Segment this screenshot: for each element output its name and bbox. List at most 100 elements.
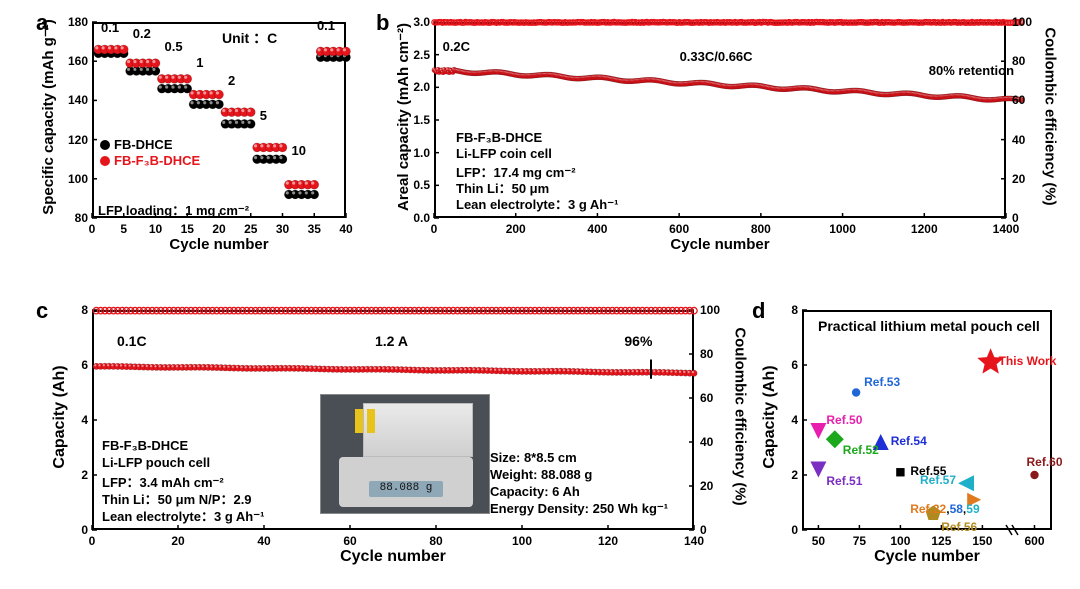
ref-label: Ref.53 bbox=[864, 375, 900, 389]
legend-text: FB-DHCE bbox=[114, 137, 173, 152]
tick: 2.5 bbox=[400, 48, 430, 62]
tick: 20 bbox=[171, 534, 184, 548]
tick: 25 bbox=[244, 222, 257, 236]
tick: 1200 bbox=[911, 222, 938, 236]
tick: 0.0 bbox=[400, 211, 430, 225]
chart-c-ylabel: Capacity (Ah) bbox=[51, 327, 69, 507]
ref-label: Ref.52 bbox=[843, 443, 879, 457]
annotation: 80% retention bbox=[929, 63, 1014, 78]
tick: 80 bbox=[429, 534, 442, 548]
inset-clip bbox=[367, 409, 375, 433]
info-line: Lean electrolyte：3 g Ah⁻¹ bbox=[102, 506, 264, 525]
tick: 100 bbox=[890, 534, 910, 548]
rate-label: 5 bbox=[260, 108, 267, 123]
chart-d-xlabel: Cycle number bbox=[802, 548, 1052, 566]
tick: 2.0 bbox=[400, 80, 430, 94]
annotation: 1.2 A bbox=[375, 333, 408, 349]
ref-label: Ref.54 bbox=[891, 434, 927, 448]
inset-scale-screen: 88.088 g bbox=[369, 481, 443, 497]
chart-c-ylabel-right: Coulombic efficiency (%) bbox=[732, 302, 749, 532]
tick: 6 bbox=[782, 358, 798, 372]
tick: 600 bbox=[669, 222, 689, 236]
tick: 0 bbox=[431, 222, 438, 236]
info-line: FB-F₃B-DHCE bbox=[102, 438, 188, 453]
tick: 4 bbox=[782, 413, 798, 427]
tick: 400 bbox=[587, 222, 607, 236]
tick: 10 bbox=[149, 222, 162, 236]
tick: 3.0 bbox=[400, 15, 430, 29]
unit-label: Unit ：C bbox=[222, 28, 277, 48]
info-line: Li-LFP coin cell bbox=[456, 146, 552, 161]
tick: 600 bbox=[1024, 534, 1044, 548]
tick: 200 bbox=[506, 222, 526, 236]
tick: 180 bbox=[60, 15, 88, 29]
tick: 140 bbox=[60, 93, 88, 107]
ref-composite: Ref.22,58,59 bbox=[910, 502, 979, 516]
tick: 100 bbox=[60, 172, 88, 186]
info-line: FB-F₃B-DHCE bbox=[456, 130, 542, 145]
tick: 5 bbox=[120, 222, 127, 236]
inset-clip bbox=[355, 409, 363, 433]
tick: 0 bbox=[68, 523, 88, 537]
chart-b-xlabel: Cycle number bbox=[434, 236, 1006, 253]
chart-b-ylabel-right: Coulombic efficiency (%) bbox=[1042, 2, 1059, 232]
tick: 800 bbox=[751, 222, 771, 236]
info-line: Energy Density: 250 Wh kg⁻¹ bbox=[490, 501, 668, 517]
annotation: 0.1C bbox=[117, 333, 147, 349]
tick: 6 bbox=[68, 358, 88, 372]
tick: 50 bbox=[812, 534, 825, 548]
tick: 75 bbox=[853, 534, 866, 548]
info-line: Size: 8*8.5 cm bbox=[490, 450, 577, 465]
tick: 1000 bbox=[829, 222, 856, 236]
rate-label: 0.1 bbox=[317, 18, 335, 33]
tick: 40 bbox=[700, 435, 713, 449]
tick: 0 bbox=[782, 523, 798, 537]
panel-d-title: Practical lithium metal pouch cell bbox=[818, 318, 1040, 334]
tick: 40 bbox=[1012, 133, 1025, 147]
ref-label: Ref.56 bbox=[941, 520, 977, 534]
tick: 2 bbox=[68, 468, 88, 482]
rate-label: 0.5 bbox=[165, 39, 183, 54]
panel-b-label: b bbox=[376, 10, 389, 36]
legend-text: FB-F₃B-DHCE bbox=[114, 153, 200, 168]
tick: 2 bbox=[782, 468, 798, 482]
panel-d-label: d bbox=[752, 298, 765, 324]
inset-photo: 88.088 g bbox=[320, 394, 490, 514]
inset-scale: 88.088 g bbox=[339, 457, 473, 507]
tick: 160 bbox=[60, 54, 88, 68]
inset-pouch bbox=[363, 403, 473, 457]
tick: 120 bbox=[598, 534, 618, 548]
tick: 30 bbox=[276, 222, 289, 236]
chart-d-ylabel: Capacity (Ah) bbox=[761, 337, 779, 497]
tick: 8 bbox=[68, 303, 88, 317]
tick: 0 bbox=[89, 534, 96, 548]
info-line: Li-LFP pouch cell bbox=[102, 455, 210, 470]
legend-dot bbox=[100, 156, 110, 166]
rate-label: 10 bbox=[292, 143, 306, 158]
tick: 60 bbox=[1012, 93, 1025, 107]
tick: 100 bbox=[700, 303, 720, 317]
tick: 0 bbox=[1012, 211, 1019, 225]
chart-a-ylabel: Specific capacity (mAh g⁻¹) bbox=[39, 17, 57, 217]
tick: 20 bbox=[212, 222, 225, 236]
tick: 150 bbox=[972, 534, 992, 548]
rate-label: 0.1 bbox=[101, 20, 119, 35]
tick: 20 bbox=[700, 479, 713, 493]
ref-label: Ref.50 bbox=[826, 413, 862, 427]
tick: 8 bbox=[782, 303, 798, 317]
tick: 15 bbox=[181, 222, 194, 236]
tick: 100 bbox=[1012, 15, 1032, 29]
tick: 100 bbox=[512, 534, 532, 548]
rate-label: 1 bbox=[196, 55, 203, 70]
tick: 0.5 bbox=[400, 178, 430, 192]
panel-c-label: c bbox=[36, 298, 48, 324]
tick: 1.0 bbox=[400, 146, 430, 160]
tick: 80 bbox=[60, 211, 88, 225]
ref-label: Ref.60 bbox=[1027, 455, 1063, 469]
tick: 0 bbox=[700, 523, 707, 537]
tick: 80 bbox=[700, 347, 713, 361]
rate-label: 0.2 bbox=[133, 26, 151, 41]
rate-label: 2 bbox=[228, 73, 235, 88]
tick: 40 bbox=[257, 534, 270, 548]
ref-label: Ref.51 bbox=[826, 474, 862, 488]
